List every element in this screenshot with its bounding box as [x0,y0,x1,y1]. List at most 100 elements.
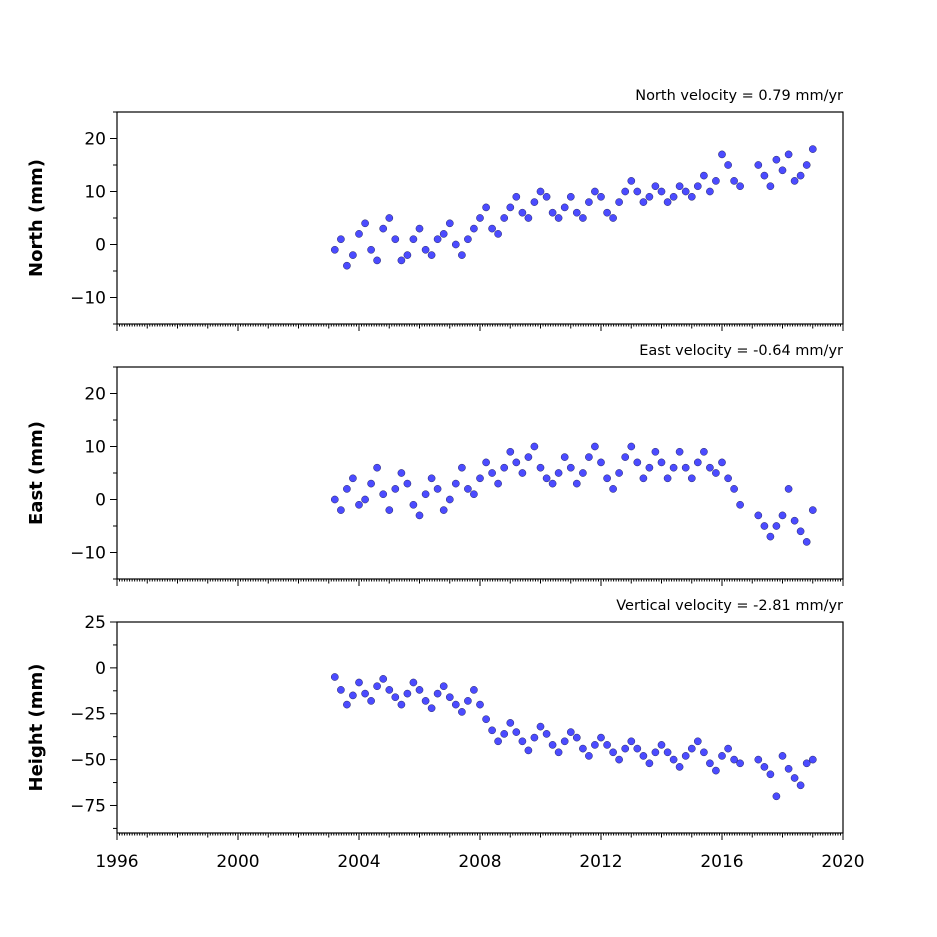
north-point [464,235,472,244]
east-point [343,485,351,493]
east-point [796,527,805,536]
east-point [675,447,684,456]
north-point [766,182,775,191]
height-point [615,755,623,764]
north-point [585,198,593,206]
height-point [754,755,763,764]
north-point [506,203,515,212]
height-point [651,748,660,757]
north-point [778,166,787,175]
north-point [736,182,744,191]
east-point [451,479,460,488]
height-point [548,741,557,749]
height-point [579,744,587,753]
east-point [657,458,666,467]
height-point [760,763,769,771]
east-point [772,522,781,530]
north-point [609,214,617,222]
height-point [500,730,509,738]
height-point [409,678,418,687]
height-points [330,673,817,801]
north-point [494,230,502,238]
east-panel: −10 0 10 20 East velocity = -0.64 mm/yr East … [26,343,844,586]
height-point [349,691,357,700]
height-panel: −75 −50 −25 0 25 1996 2000 2004 2008 2012 2016 2020… [26,598,865,872]
north-point [566,192,575,201]
east-point [627,442,636,451]
east-point [379,490,388,499]
height-point [403,689,412,698]
height-point [379,675,388,683]
east-point [464,485,472,493]
east-point [633,458,642,467]
north-point [790,177,799,185]
east-point [718,458,726,467]
height-point [476,700,484,709]
north-point [409,235,418,244]
north-point [349,251,357,259]
north-y-tick-label: 0 [95,236,106,256]
height-point [367,697,375,705]
height-point [712,766,720,775]
north-point [663,198,672,206]
height-point [421,697,430,705]
east-point [439,506,448,514]
north-point [367,245,375,254]
height-point [566,728,575,736]
east-point [766,532,775,541]
height-point [591,741,599,749]
height-x-tick-label: 2020 [821,852,864,872]
height-point [706,759,714,768]
east-point [427,474,436,483]
height-x-tick-label: 2000 [216,852,259,872]
height-point [687,744,696,753]
north-point [639,198,648,206]
north-point [651,182,660,191]
north-point [451,240,460,249]
height-x-tick-label: 1996 [95,852,138,872]
east-point [385,506,394,514]
north-point [615,198,623,206]
north-point [403,251,412,259]
east-point [367,479,375,488]
height-point [464,697,472,705]
height-point [736,759,744,768]
height-y-tick-label: −75 [70,796,106,816]
height-plot-frame [116,621,844,834]
height-point [572,733,581,742]
height-point [488,726,496,735]
north-point [373,256,381,265]
east-y-axis-label: East (mm) [26,421,47,525]
east-point [802,538,811,546]
height-point [681,752,690,760]
height-point [718,752,726,760]
north-point [700,171,708,180]
height-x-ticks [116,833,844,840]
height-point [621,744,630,753]
north-point [482,203,490,212]
east-velocity-title: East velocity = -0.64 mm/yr [639,343,843,359]
north-point [445,219,454,228]
height-point [554,748,563,757]
east-point [506,447,515,456]
north-point [330,245,339,254]
north-point [439,230,448,238]
height-point [439,682,448,691]
height-x-tick-label: 2004 [337,852,380,872]
height-point [361,689,369,698]
north-point [536,187,545,196]
height-point [330,673,339,681]
north-point [554,214,563,222]
north-point [802,161,811,169]
height-point [482,715,490,724]
height-point [397,700,406,709]
east-point [403,479,412,488]
north-point [597,192,605,201]
east-point [712,469,720,477]
north-point [500,214,509,222]
height-point [542,730,551,738]
north-point [391,235,400,244]
height-point [657,741,666,749]
east-point [572,479,581,488]
north-point [657,187,666,196]
